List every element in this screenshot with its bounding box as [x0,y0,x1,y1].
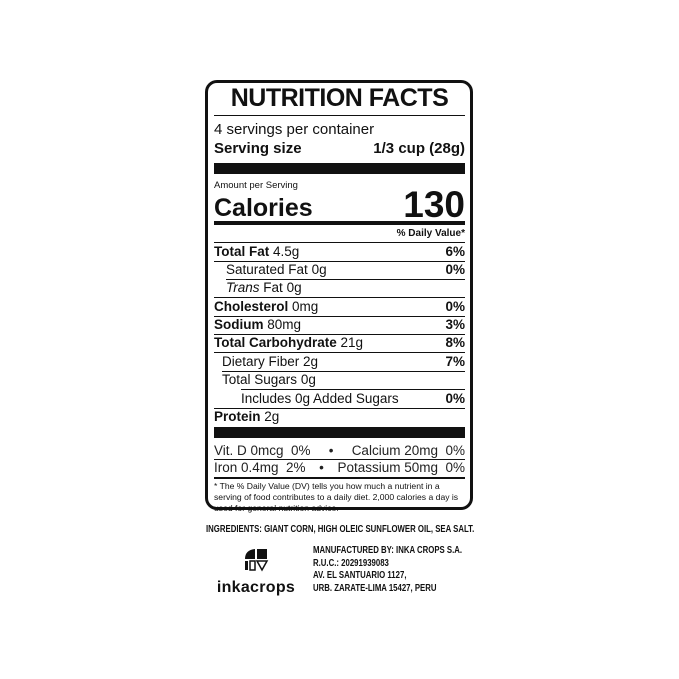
nutrient-name: Cholesterol [214,299,289,314]
nutrient-amount: 0g [311,262,327,277]
nutrient-daily-value: 7% [445,354,465,369]
nutrient-row: Trans Fat 0g [214,280,465,295]
inkacrops-logo-icon [245,549,269,572]
nutrient-name: Sodium [214,317,264,332]
nutrient-daily-value: 3% [445,317,465,332]
nutrient-amount: 4.5g [273,244,300,259]
nutrient-name: Trans [226,280,260,295]
divider [241,389,465,390]
divider [214,115,465,116]
nutrient-row: Protein 2g [214,409,465,424]
nutrient-name: Total Sugars [222,372,298,387]
panel-title: NUTRITION FACTS [230,84,449,112]
thick-divider [214,163,465,174]
medium-divider [214,221,465,225]
footnote: * The % Daily Value (DV) tells you how m… [214,481,459,513]
nutrient-amount: 0g [286,280,302,295]
divider [222,371,465,372]
divider [214,334,465,335]
divider [214,297,465,298]
manufacturer-info: MANUFACTURED BY: INKA CROPS S.A. R.U.C.:… [313,545,463,594]
divider [214,352,465,353]
nutrient-name: Saturated Fat [226,262,308,277]
nutrient-name: Dietary Fiber [222,354,300,369]
serving-size-row: Serving size 1/3 cup (28g) [214,140,465,157]
divider [214,459,465,460]
amount-per-serving: Amount per Serving [214,180,298,191]
divider [214,477,465,479]
ingredients: INGREDIENTS: GIANT CORN, HIGH OLEIC SUNF… [206,524,475,535]
nutrient-amount: 0g [300,372,316,387]
micro-row: Iron 0.4mg 2% • Potassium 50mg 0% [214,460,465,475]
divider [214,316,465,317]
nutrient-row: Saturated Fat 0g 0% [214,262,465,277]
nutrient-row: Sodium 80mg 3% [214,317,465,332]
nutrient-name: Total Fat [214,244,270,259]
thick-divider [214,427,465,438]
divider [226,279,465,280]
brand-logo: inkacrops [206,548,306,597]
calories-row: Calories 130 [214,184,465,225]
nutrient-row: Dietary Fiber 2g 7% [214,354,465,369]
nutrition-facts-panel [205,80,473,510]
divider [214,408,465,409]
nutrient-name: Protein [214,409,261,424]
nutrient-amount: 2g [303,354,319,369]
divider [214,261,465,262]
nutrient-daily-value: 0% [445,299,465,314]
nutrient-row: Total Carbohydrate 21g 8% [214,335,465,350]
nutrient-amount: 80mg [267,317,302,332]
nutrient-amount: 21g [340,335,364,350]
nutrient-name-rest: Fat [263,280,283,295]
nutrient-name: Includes 0g Added Sugars [241,391,399,406]
daily-value-header: % Daily Value* [396,228,465,239]
nutrient-name: Total Carbohydrate [214,335,337,350]
nutrient-daily-value: 6% [445,244,465,259]
nutrient-amount: 0mg [292,299,319,314]
nutrient-amount: 2g [264,409,280,424]
micro-row: Vit. D 0mcg 0% • Calcium 20mg 0% [214,443,465,458]
servings-per-container: 4 servings per container [214,121,375,138]
nutrient-daily-value: 8% [445,335,465,350]
nutrient-row: Includes 0g Added Sugars 0% [214,391,465,406]
nutrient-row: Total Sugars 0g [214,372,465,387]
nutrient-row: Total Fat 4.5g 6% [214,244,465,259]
nutrient-daily-value: 0% [445,391,465,406]
nutrient-row: Cholesterol 0mg 0% [214,299,465,314]
nutrient-daily-value: 0% [445,262,465,277]
divider [214,242,465,243]
